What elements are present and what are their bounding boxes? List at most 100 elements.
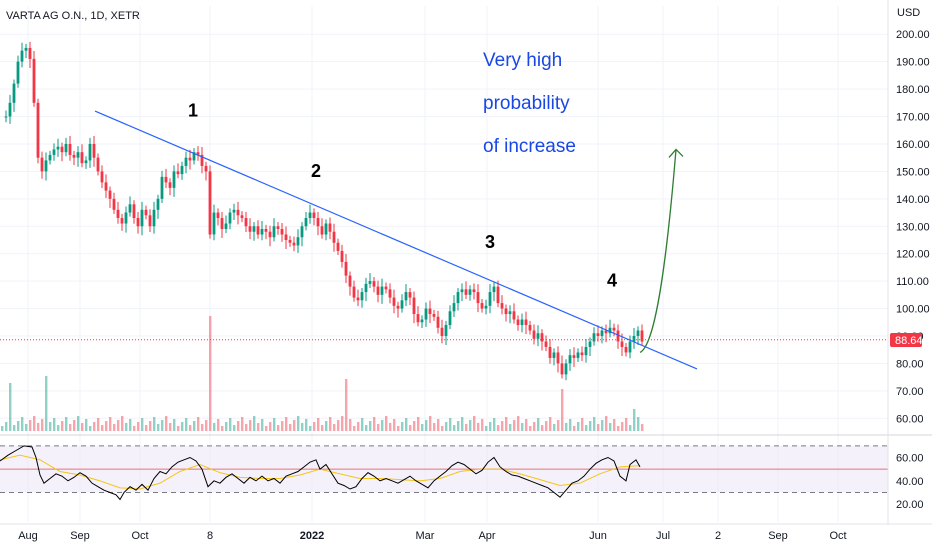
- volume-bar: [129, 419, 132, 431]
- candle-body: [548, 346, 552, 358]
- candle-body: [556, 352, 560, 364]
- candle-body: [36, 102, 40, 158]
- wave-label-3: 3: [485, 232, 495, 252]
- price-candles: [4, 41, 644, 381]
- candle-body: [392, 297, 396, 306]
- candle-body: [148, 215, 152, 227]
- volume-bar: [261, 419, 264, 431]
- candle-body: [608, 327, 612, 334]
- price-tick-label: 180.00: [896, 84, 930, 96]
- volume-bar: [493, 418, 496, 431]
- candle-body: [512, 311, 516, 320]
- volume-bar: [633, 409, 636, 431]
- candle-body: [288, 239, 292, 243]
- currency-label[interactable]: USD: [897, 7, 920, 19]
- volume-bar: [221, 426, 224, 431]
- volume-bar: [85, 419, 88, 431]
- candle-body: [368, 281, 372, 284]
- candle-body: [524, 319, 528, 326]
- volume-bar: [457, 421, 460, 431]
- volume-bar: [517, 416, 520, 431]
- volume-bar: [553, 424, 556, 431]
- candle-body: [32, 58, 36, 103]
- candle-body: [456, 292, 460, 304]
- price-tick-label: 60.00: [896, 413, 924, 425]
- candle-body: [280, 229, 284, 235]
- candle-body: [44, 160, 48, 172]
- trendline[interactable]: [94, 110, 698, 370]
- volume-bar: [501, 421, 504, 431]
- candle-body: [140, 209, 144, 227]
- candle-body: [116, 209, 120, 219]
- candle-body: [472, 289, 476, 293]
- candle-body: [296, 237, 300, 246]
- candle-body: [208, 171, 212, 235]
- candle-body: [100, 171, 104, 183]
- volume-bar: [357, 422, 360, 431]
- volume-bar: [17, 421, 20, 431]
- volume-bar: [465, 424, 468, 431]
- last-price-badge: 88.64: [890, 333, 923, 347]
- volume-bar: [109, 417, 112, 431]
- volume-bar: [157, 424, 160, 431]
- candle-body: [56, 146, 60, 150]
- rsi-pane: [0, 445, 888, 501]
- projection-arrow[interactable]: [639, 149, 677, 354]
- volume-bar: [541, 425, 544, 431]
- price-tick-label: 120.00: [896, 249, 930, 261]
- candle-body: [200, 154, 204, 166]
- volume-bar: [93, 422, 96, 431]
- volume-bar: [333, 424, 336, 431]
- price-tick-label: 170.00: [896, 112, 930, 124]
- candle-body: [592, 333, 596, 342]
- candle-body: [460, 289, 464, 293]
- candle-body: [532, 330, 536, 339]
- volume-bar: [425, 420, 428, 431]
- volume-bar: [469, 420, 472, 431]
- candle-body: [220, 218, 224, 229]
- candle-body: [324, 223, 328, 235]
- candle-body: [360, 292, 364, 301]
- volume-bar: [53, 418, 56, 431]
- candle-body: [528, 325, 532, 331]
- volume-bar: [573, 426, 576, 431]
- candle-body: [624, 346, 628, 353]
- candle-body: [136, 218, 140, 227]
- candle-body: [492, 286, 496, 293]
- volume-bar: [205, 420, 208, 431]
- candle-body: [340, 250, 344, 262]
- candle-body: [640, 330, 644, 342]
- candle-body: [104, 182, 108, 191]
- volume-bar: [293, 420, 296, 431]
- volume-bar: [97, 418, 100, 431]
- volume-bar: [153, 417, 156, 431]
- candle-body: [344, 261, 348, 276]
- candle-body: [24, 47, 28, 51]
- candle-body: [628, 341, 632, 353]
- price-tick-label: 140.00: [896, 194, 930, 206]
- candle-body: [496, 286, 500, 304]
- volume-bar: [561, 389, 564, 431]
- volume-bar: [173, 419, 176, 431]
- rsi-tick-label: 40.00: [896, 476, 924, 488]
- candle-body: [432, 314, 436, 317]
- volume-bar: [9, 383, 12, 431]
- candle-body: [272, 226, 276, 238]
- volume-bar: [557, 420, 560, 431]
- volume-bar: [213, 423, 216, 431]
- volume-bar: [189, 425, 192, 431]
- volume-bar: [381, 420, 384, 431]
- volume-bar: [369, 421, 372, 431]
- volume-bar: [277, 425, 280, 431]
- volume-bar: [217, 419, 220, 431]
- time-tick-label: Aug: [18, 530, 38, 542]
- candle-body: [356, 297, 360, 301]
- candle-body: [584, 346, 588, 356]
- time-tick-label: Apr: [478, 530, 495, 542]
- candle-body: [60, 146, 64, 153]
- candle-body: [332, 231, 336, 243]
- price-tick-label: 160.00: [896, 139, 930, 151]
- symbol-title[interactable]: VARTA AG O.N., 1D, XETR: [6, 10, 140, 22]
